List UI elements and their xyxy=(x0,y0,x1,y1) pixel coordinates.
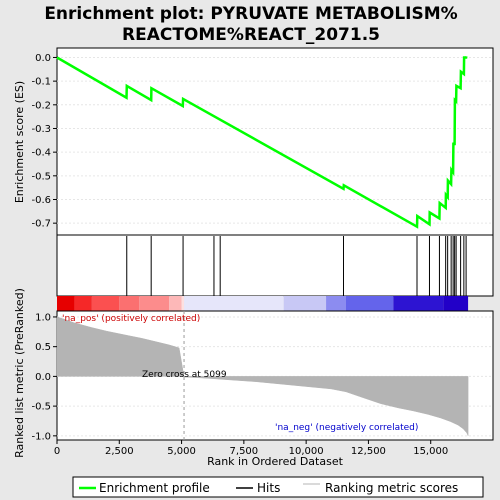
es-ytick-label: -0.3 xyxy=(31,124,51,135)
colorbar-segment xyxy=(443,296,469,311)
legend-item-enrichment: Enrichment profile xyxy=(79,481,210,495)
es-ytick-label: -0.1 xyxy=(31,77,51,88)
hits-panel xyxy=(56,234,494,297)
colorbar-segment xyxy=(393,296,444,311)
colorbar-segment xyxy=(57,296,75,311)
metric-ytick-label: 1.0 xyxy=(35,312,51,323)
es-ytick-label: -0.4 xyxy=(31,148,51,159)
metric-ytick-label: -1.0 xyxy=(31,431,51,442)
colorbar-segment xyxy=(119,296,140,311)
es-ytick-label: -0.6 xyxy=(31,195,51,206)
enrichment-profile-line xyxy=(56,56,468,229)
metric-xtick-label: 12,500 xyxy=(351,446,386,457)
hit-markers xyxy=(126,236,467,296)
es-ytick-label: -0.2 xyxy=(31,100,51,111)
metric-xtick-label: 0 xyxy=(54,446,60,457)
es-ytick-label: 0.0 xyxy=(35,53,51,64)
metric-xlabel: Rank in Ordered Dataset xyxy=(207,455,344,468)
chart-title-line2: REACTOME%REACT_2071.5 xyxy=(122,25,380,45)
legend-box xyxy=(72,476,484,498)
metric-ytick-label: -0.5 xyxy=(31,402,51,413)
rank-colorbar xyxy=(57,296,469,311)
es-yticks: 0.0 -0.1 -0.2 -0.3 -0.4 -0.5 -0.6 -0.7 xyxy=(31,53,57,230)
colorbar-segment xyxy=(283,296,327,311)
es-panel xyxy=(56,47,494,236)
colorbar-segment xyxy=(184,296,284,311)
colorbar-segment xyxy=(326,296,347,311)
metric-xticks: 0 2,500 5,000 7,500 10,000 12,500 15,000 xyxy=(54,440,448,457)
colorbar-segment xyxy=(91,296,120,311)
legend-label-hits: Hits xyxy=(257,481,280,495)
chart-title-line1: Enrichment plot: PYRUVATE METABOLISM% xyxy=(44,4,457,24)
metric-xtick-label: 2,500 xyxy=(105,446,134,457)
colorbar-segment xyxy=(74,296,92,311)
colorbar-segment xyxy=(181,296,185,311)
legend-label-metric: Ranking metric scores xyxy=(325,481,458,495)
es-grid xyxy=(57,56,493,224)
metric-ylabel: Ranked list metric (PreRanked) xyxy=(13,288,26,458)
es-ytick-label: -0.7 xyxy=(31,219,51,230)
metric-xtick-label: 15,000 xyxy=(413,446,448,457)
neg-correlated-label: 'na_neg' (negatively correlated) xyxy=(275,423,418,433)
legend-item-hits: Hits xyxy=(236,481,280,495)
metric-xtick-label: 10,000 xyxy=(289,446,324,457)
metric-xtick-label: 7,500 xyxy=(230,446,259,457)
ranking-metric-area xyxy=(56,316,469,436)
legend-item-metric: Ranking metric scores xyxy=(303,481,458,495)
es-ytick-label: -0.5 xyxy=(31,171,51,182)
metric-xtick-label: 5,000 xyxy=(167,446,196,457)
colorbar-segment xyxy=(169,296,182,311)
zero-cross-label: Zero cross at 5099 xyxy=(142,370,227,380)
legend-label-enrichment: Enrichment profile xyxy=(99,481,210,495)
pos-correlated-label: 'na_pos' (positively correlated) xyxy=(62,314,200,324)
es-ylabel: Enrichment score (ES) xyxy=(13,81,26,203)
colorbar-segment xyxy=(139,296,170,311)
colorbar-segment xyxy=(346,296,394,311)
metric-ytick-label: 0.5 xyxy=(35,342,51,353)
metric-ytick-label: 0.0 xyxy=(35,372,51,383)
metric-yticks: 1.0 0.5 0.0 -0.5 -1.0 xyxy=(31,312,57,442)
